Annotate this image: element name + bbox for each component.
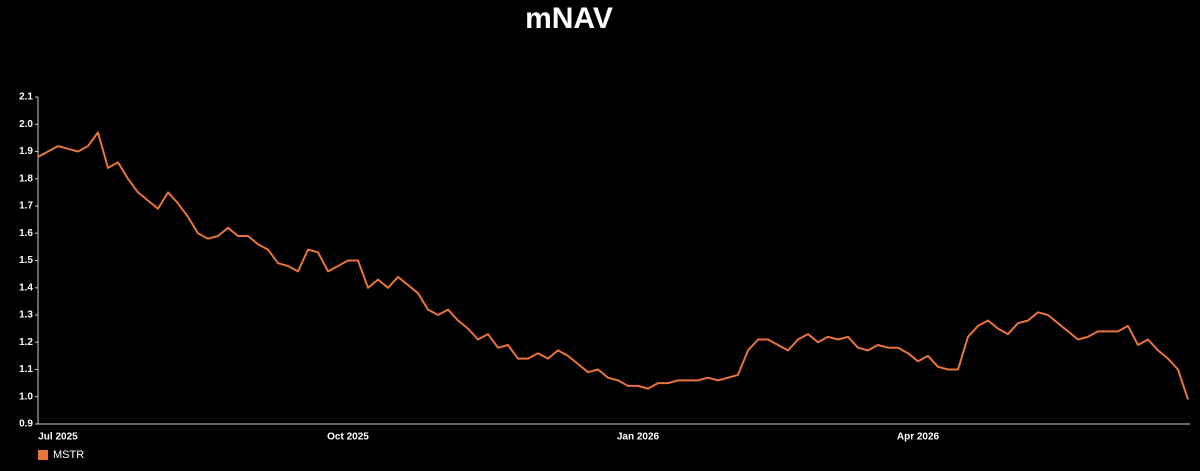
y-tick-label: 1.7: [19, 201, 33, 212]
y-tick-label: 2.0: [19, 119, 33, 130]
y-tick-label: 1.8: [19, 173, 33, 184]
x-tick-label: Jul 2025: [38, 432, 78, 443]
line: [37, 131, 1189, 400]
x-tick-label: Jan 2026: [617, 432, 660, 443]
y-tick-label: 1.6: [19, 228, 33, 239]
y-tick-label: 1.4: [19, 282, 33, 293]
x-tick-label: Oct 2025: [327, 432, 369, 443]
x-tick-label: Apr 2026: [897, 432, 940, 443]
y-tick-label: 1.1: [19, 364, 33, 375]
y-tick-label: 1.9: [19, 146, 33, 157]
y-tick-label: 1.3: [19, 310, 33, 321]
legend-swatch: [38, 450, 48, 460]
y-tick-label: 1.2: [19, 337, 33, 348]
y-tick-label: 2.1: [19, 92, 33, 103]
y-tick-label: 1.0: [19, 391, 33, 402]
chart-title: mNAV: [525, 2, 613, 35]
y-tick-label: 0.9: [19, 419, 33, 430]
legend-label: MSTR: [53, 449, 84, 461]
y-tick-label: 1.5: [19, 255, 33, 266]
